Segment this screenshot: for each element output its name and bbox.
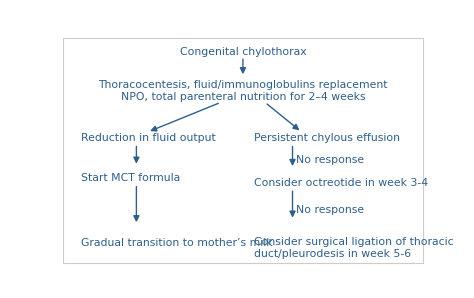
Text: Thoracocentesis, fluid/immunoglobulins replacement
NPO, total parenteral nutriti: Thoracocentesis, fluid/immunoglobulins r… — [98, 80, 388, 102]
Text: Persistent chylous effusion: Persistent chylous effusion — [254, 133, 400, 143]
Text: No response: No response — [296, 155, 365, 165]
Text: Congenital chylothorax: Congenital chylothorax — [180, 47, 306, 57]
Text: No response: No response — [296, 205, 365, 215]
Text: Consider surgical ligation of thoracic
duct/pleurodesis in week 5-6: Consider surgical ligation of thoracic d… — [254, 237, 454, 259]
Text: Start MCT formula: Start MCT formula — [82, 173, 181, 183]
Text: Gradual transition to mother’s milk: Gradual transition to mother’s milk — [82, 238, 273, 249]
Text: Consider octreotide in week 3-4: Consider octreotide in week 3-4 — [254, 178, 428, 188]
Text: Reduction in fluid output: Reduction in fluid output — [82, 133, 216, 143]
